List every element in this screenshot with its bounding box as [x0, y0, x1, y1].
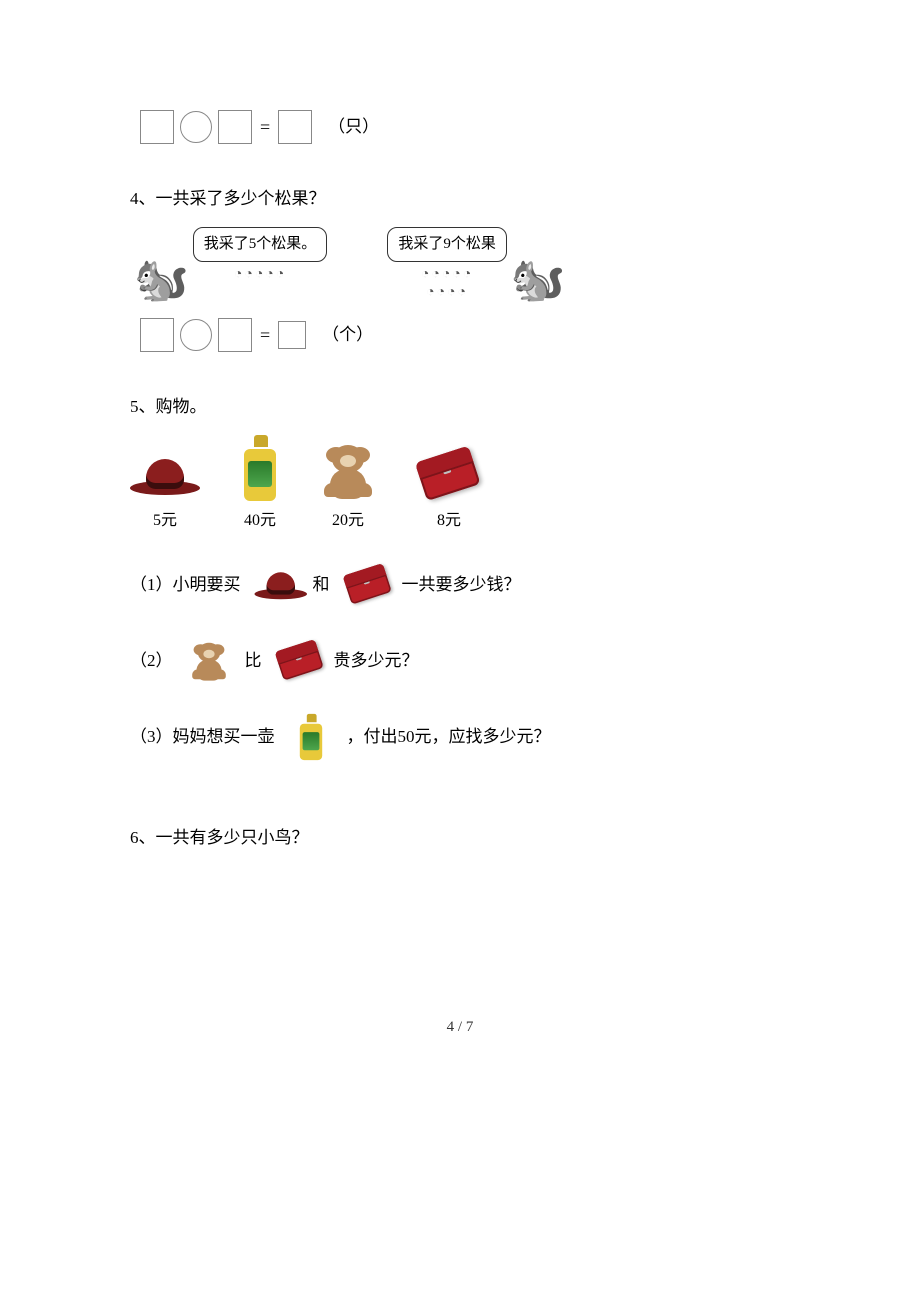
- q5-sub1-text-c: 一共要多少钱？: [402, 570, 521, 601]
- q5-sub2-text-c: 贵多少元？: [334, 646, 419, 677]
- inline-bear-icon: [179, 635, 239, 687]
- shop-items-row: 5元 40元 20元 8元: [130, 435, 790, 536]
- squirrel-right-block: 🐿️ 我采了9个松果 ◔◔◔◔◔ ◔◔◔◔: [387, 227, 569, 302]
- bubble-wrap-left: 我采了5个松果。 ◔◔◔◔◔: [193, 227, 328, 284]
- squirrel-left-block: 🐿️ 我采了5个松果。 ◔◔◔◔◔: [130, 227, 327, 302]
- shop-item-oil: 40元: [240, 435, 280, 536]
- blank-box[interactable]: [140, 318, 174, 352]
- blank-box[interactable]: [278, 321, 306, 349]
- squirrel-icon: 🐿️: [511, 258, 566, 302]
- q5-sub1-text-a: （1）小明要买: [130, 570, 241, 601]
- speech-bubble-right: 我采了9个松果: [387, 227, 507, 262]
- equation-row-q4: = （个）: [140, 318, 780, 352]
- shop-item-hat: 5元: [130, 451, 200, 536]
- pinecones-left: ◔◔◔◔◔: [234, 266, 286, 284]
- equation-row-top: = （只）: [140, 110, 780, 144]
- q5-sub3: （3）妈妈想买一壶 ，付出50元，应找多少元？: [130, 711, 790, 763]
- price-bear: 20元: [332, 507, 364, 536]
- blank-box[interactable]: [218, 110, 252, 144]
- question-4-title: 4、一共采了多少个松果？: [130, 184, 790, 215]
- price-oil: 40元: [244, 507, 276, 536]
- unit-label: （个）: [322, 320, 373, 351]
- inline-oil-icon: [281, 711, 341, 763]
- equals-sign: =: [258, 319, 272, 351]
- page-number: 4 / 7: [130, 1014, 790, 1041]
- q5-sub3-text-b: ，付出50元，应找多少元？: [347, 722, 551, 753]
- q5-sub2: （2） 比 贵多少元？: [130, 635, 790, 687]
- price-wallet: 8元: [437, 507, 461, 536]
- cones-line1: ◔◔◔◔◔: [421, 267, 473, 282]
- blank-operator-circle[interactable]: [180, 111, 212, 143]
- cones-line2: ◔◔◔◔: [426, 285, 468, 300]
- worksheet-page: = （只） 4、一共采了多少个松果？ 🐿️ 我采了5个松果。 ◔◔◔◔◔ 🐿️ …: [0, 0, 920, 1101]
- unit-label: （只）: [328, 112, 379, 143]
- squirrel-icon: 🐿️: [134, 258, 189, 302]
- shop-item-bear: 20元: [320, 441, 376, 536]
- q5-sub3-text-a: （3）妈妈想买一壶: [130, 722, 275, 753]
- q4-scene: 🐿️ 我采了5个松果。 ◔◔◔◔◔ 🐿️ 我采了9个松果 ◔◔◔◔◔ ◔◔◔◔: [130, 227, 790, 302]
- bear-icon: [320, 441, 376, 501]
- shop-item-wallet: 8元: [416, 447, 482, 536]
- question-6-title: 6、一共有多少只小鸟？: [130, 823, 790, 854]
- q5-sub1: （1）小明要买 和 一共要多少钱？: [130, 559, 790, 611]
- blank-box[interactable]: [218, 318, 252, 352]
- inline-hat-icon: [247, 559, 307, 611]
- question-5-title: 5、购物。: [130, 392, 790, 423]
- hat-icon: [130, 451, 200, 501]
- speech-bubble-left: 我采了5个松果。: [193, 227, 328, 262]
- q5-sub1-text-b: 和: [313, 570, 330, 601]
- blank-operator-circle[interactable]: [180, 319, 212, 351]
- pinecones-right: ◔◔◔◔◔ ◔◔◔◔: [421, 266, 473, 302]
- inline-wallet-icon: [336, 559, 396, 611]
- blank-box[interactable]: [278, 110, 312, 144]
- price-hat: 5元: [153, 507, 177, 536]
- equals-sign: =: [258, 111, 272, 143]
- bubble-wrap-right: 我采了9个松果 ◔◔◔◔◔ ◔◔◔◔: [387, 227, 507, 302]
- blank-box[interactable]: [140, 110, 174, 144]
- q5-sub2-text-b: 比: [245, 646, 262, 677]
- oil-icon: [240, 435, 280, 501]
- q5-sub2-text-a: （2）: [130, 646, 173, 677]
- wallet-icon: [409, 438, 488, 510]
- inline-wallet-icon: [268, 635, 328, 687]
